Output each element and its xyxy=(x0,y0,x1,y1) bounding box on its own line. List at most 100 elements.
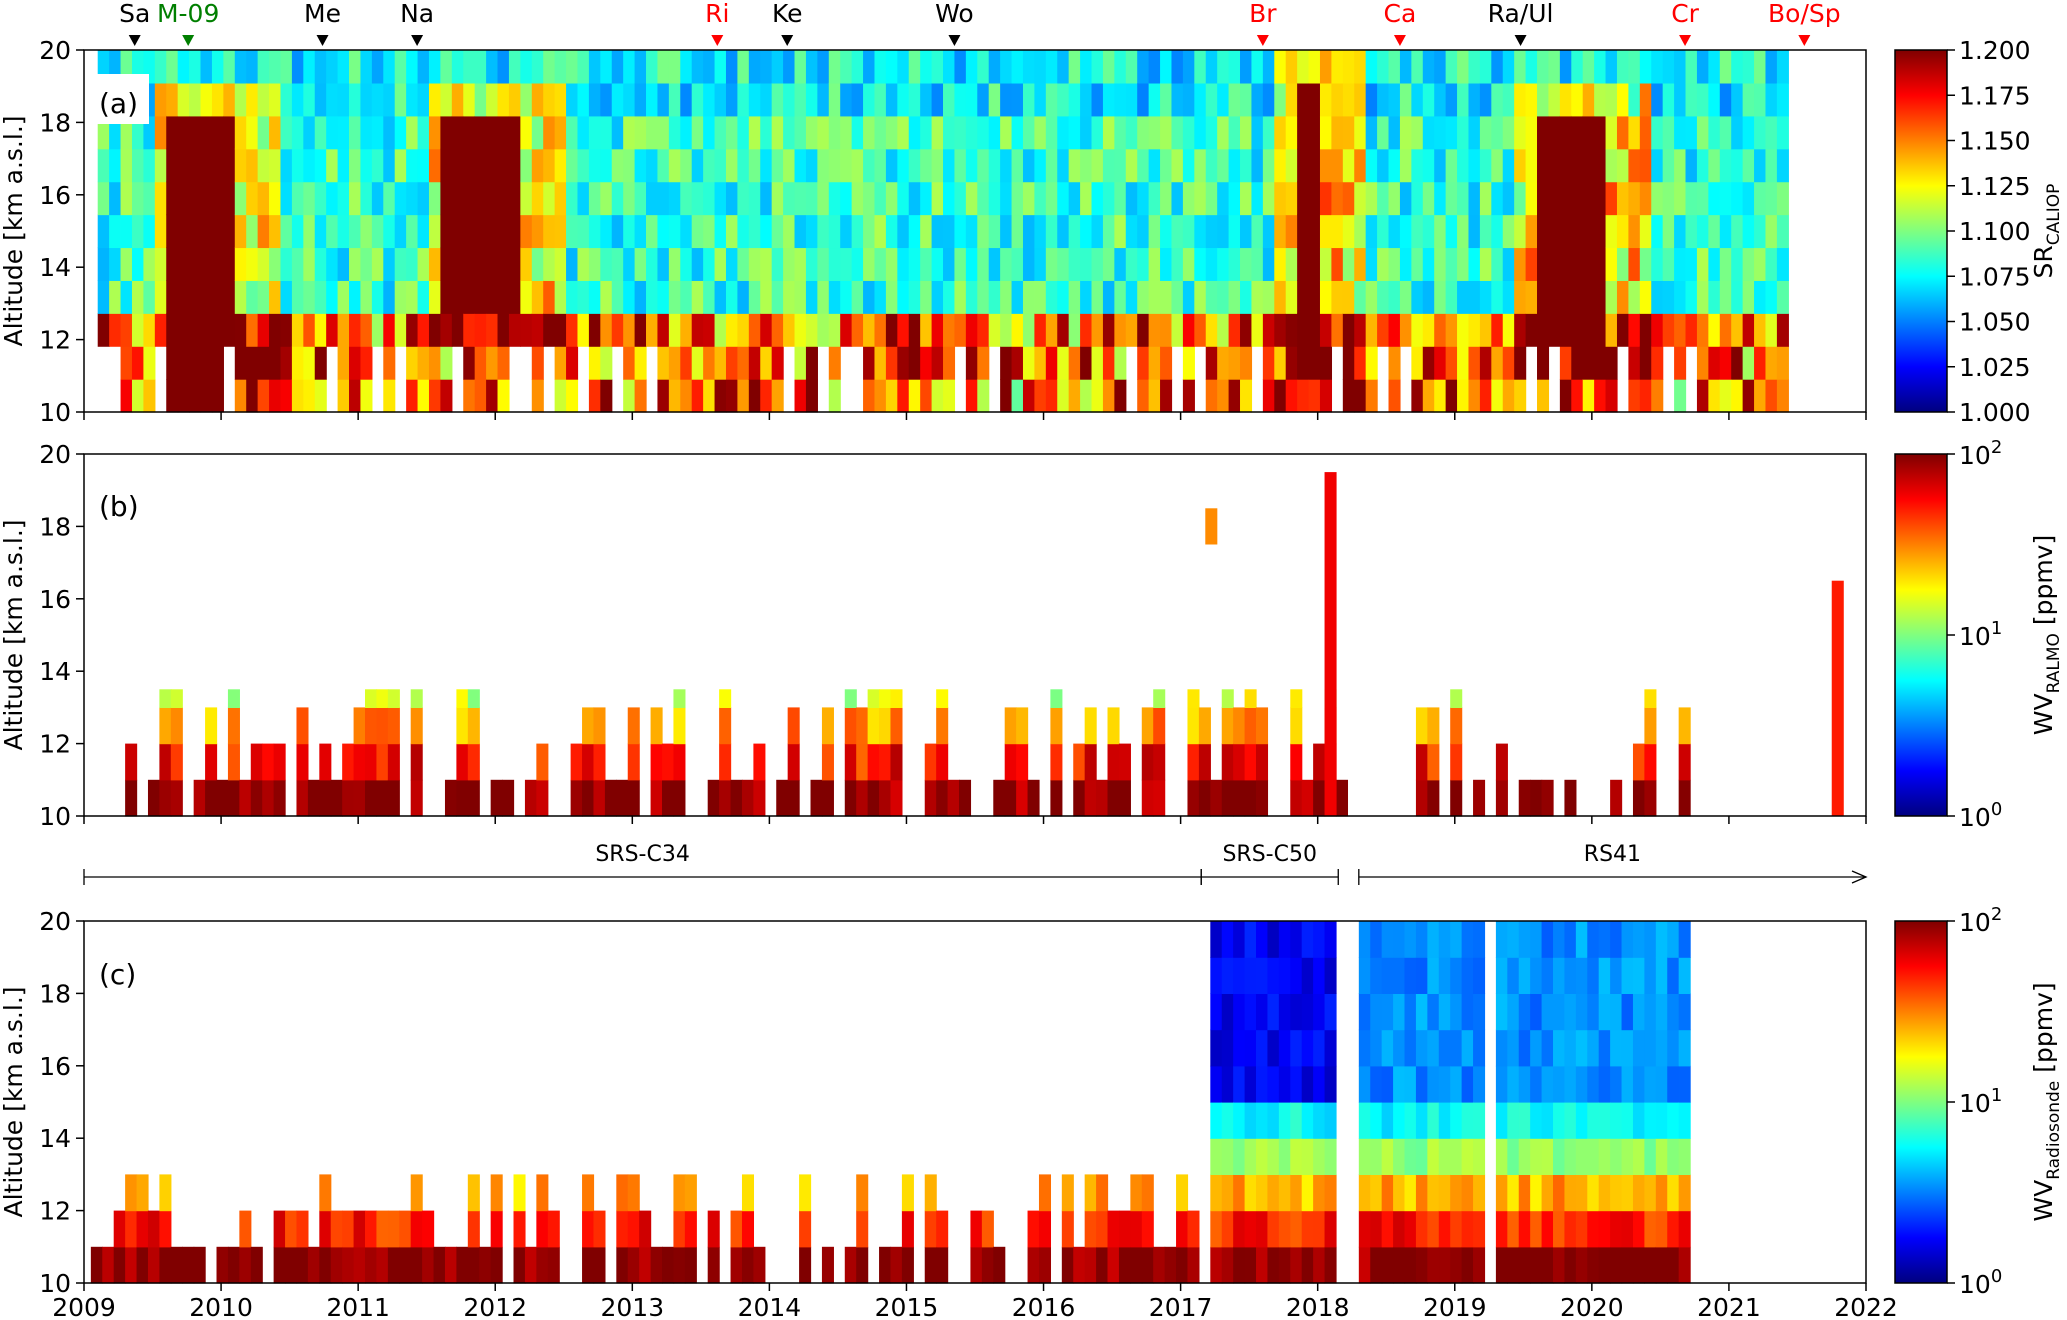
heatmap-cell xyxy=(1696,115,1709,150)
heatmap-cell xyxy=(246,379,259,413)
heatmap-cell xyxy=(1639,346,1652,380)
heatmap-cell xyxy=(1278,957,1291,994)
heatmap-cell xyxy=(360,247,373,281)
heatmap-cell xyxy=(1776,313,1789,347)
heatmap-cell xyxy=(273,1210,286,1248)
heatmap-cell xyxy=(1358,1246,1371,1284)
event-marker xyxy=(1679,35,1692,46)
heatmap-cell xyxy=(97,181,110,216)
heatmap-cell xyxy=(879,689,892,708)
heatmap-cell xyxy=(520,181,533,216)
heatmap-cell xyxy=(1468,82,1481,117)
heatmap-cell xyxy=(1285,214,1298,249)
heatmap-cell xyxy=(159,743,172,781)
heatmap-cell xyxy=(646,214,659,249)
heatmap-cell xyxy=(1571,247,1584,281)
colorbar-tick-label: 102 xyxy=(1959,904,2002,937)
heatmap-cell xyxy=(844,707,857,745)
heatmap-cell xyxy=(1655,1138,1668,1175)
heatmap-cell xyxy=(1027,779,1040,817)
y-tick-label: 18 xyxy=(39,108,71,137)
heatmap-cell xyxy=(211,313,224,347)
heatmap-cell xyxy=(1393,1174,1406,1212)
colorbar-tick-label: 1.025 xyxy=(1959,353,2031,382)
heatmap-cell xyxy=(365,779,378,817)
heatmap-cell xyxy=(353,1210,366,1248)
heatmap-cell xyxy=(1313,1138,1326,1175)
heatmap-cell xyxy=(1530,1065,1543,1103)
heatmap-cell xyxy=(1256,957,1269,994)
heatmap-cell xyxy=(943,214,956,249)
heatmap-cell xyxy=(1125,50,1138,84)
heatmap-cell xyxy=(1365,247,1378,281)
heatmap-cell xyxy=(273,743,286,781)
heatmap-cell xyxy=(1073,779,1086,817)
heatmap-cell xyxy=(703,115,716,150)
heatmap-cell xyxy=(1559,313,1572,347)
heatmap-cell xyxy=(536,1210,549,1248)
heatmap-cell xyxy=(1644,1065,1657,1103)
heatmap-cell xyxy=(1267,1210,1280,1248)
heatmap-cell xyxy=(1080,82,1093,117)
heatmap-cell xyxy=(1678,1246,1691,1284)
heatmap-cell xyxy=(856,1210,869,1248)
heatmap-cell xyxy=(1073,1246,1086,1284)
event-label: Sa xyxy=(119,0,150,28)
heatmap-cell xyxy=(1678,743,1691,781)
heatmap-cell xyxy=(349,50,362,84)
heatmap-cell xyxy=(725,50,739,84)
heatmap-cell xyxy=(1381,1138,1394,1175)
heatmap-cell xyxy=(1217,115,1230,150)
heatmap-cell xyxy=(1335,779,1349,817)
heatmap-cell xyxy=(1182,82,1195,117)
heatmap-cell xyxy=(1776,379,1789,413)
heatmap-cell xyxy=(771,247,784,281)
heatmap-cell xyxy=(965,82,978,117)
heatmap-cell xyxy=(269,115,282,150)
heatmap-cell xyxy=(1434,379,1447,413)
heatmap-cell xyxy=(657,280,670,314)
heatmap-cell xyxy=(1399,181,1412,216)
heatmap-cell xyxy=(1210,1210,1223,1248)
heatmap-cell xyxy=(1068,148,1081,183)
heatmap-cell xyxy=(1130,1174,1143,1212)
heatmap-cell xyxy=(1564,1174,1577,1212)
heatmap-cell xyxy=(1674,181,1687,216)
heatmap-cell xyxy=(1388,50,1401,84)
heatmap-cell xyxy=(1278,1210,1291,1248)
heatmap-cell xyxy=(440,346,453,380)
heatmap-cell xyxy=(223,181,236,216)
heatmap-cell xyxy=(1319,214,1333,249)
heatmap-cell xyxy=(211,346,224,380)
heatmap-cell xyxy=(1251,313,1264,347)
heatmap-cell xyxy=(1502,148,1515,183)
heatmap-cell xyxy=(1377,115,1390,150)
heatmap-cell xyxy=(1575,1246,1588,1284)
heatmap-cell xyxy=(262,779,275,817)
heatmap-cell xyxy=(463,115,476,150)
heatmap-cell xyxy=(125,743,138,781)
heatmap-cell xyxy=(1662,115,1675,150)
heatmap-cell xyxy=(874,214,887,249)
heatmap-cell xyxy=(1194,115,1207,150)
heatmap-cell xyxy=(394,247,407,281)
heatmap-cell xyxy=(349,379,362,413)
heatmap-cell xyxy=(486,50,499,84)
heatmap-cell xyxy=(787,707,800,745)
heatmap-cell xyxy=(1091,379,1104,413)
heatmap-cell xyxy=(337,214,350,249)
heatmap-cell xyxy=(1091,50,1104,84)
heatmap-cell xyxy=(1370,1102,1383,1139)
heatmap-cell xyxy=(1502,214,1515,249)
heatmap-cell xyxy=(851,280,864,314)
heatmap-cell xyxy=(1468,313,1481,347)
heatmap-cell xyxy=(646,247,659,281)
heatmap-cell xyxy=(200,115,213,150)
event-marker xyxy=(1514,35,1527,46)
heatmap-cell xyxy=(1000,346,1013,380)
heatmap-cell xyxy=(1153,779,1166,817)
heatmap-cell xyxy=(1057,214,1070,249)
heatmap-cell xyxy=(1434,313,1447,347)
heatmap-cell xyxy=(1148,148,1161,183)
heatmap-cell xyxy=(1411,313,1424,347)
